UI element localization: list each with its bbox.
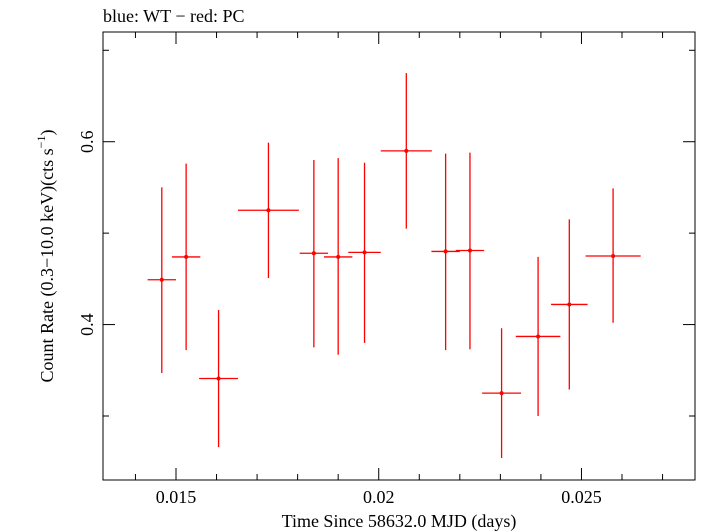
point-marker	[443, 249, 448, 254]
point-marker	[611, 254, 616, 258]
data-point	[323, 158, 353, 355]
y-axis-label: Count Rate (0.3−10.0 keV)(cts s−1)	[34, 130, 58, 383]
point-marker	[311, 251, 316, 256]
data-point	[299, 160, 329, 348]
data-point	[515, 256, 561, 416]
point-marker	[536, 334, 541, 339]
data-point	[147, 187, 176, 374]
y-tick-label: 0.6	[77, 130, 97, 153]
point-marker	[404, 148, 409, 153]
y-axis-label-sup: −1	[34, 136, 48, 149]
point-marker	[567, 302, 572, 307]
y-axis-ticks	[103, 49, 695, 417]
point-marker	[159, 277, 164, 282]
y-axis-label-end: )	[37, 130, 58, 136]
point-marker	[336, 254, 341, 259]
data-point	[199, 309, 239, 448]
x-tick-label: 0.015	[156, 487, 197, 507]
x-tick-label: 0.025	[561, 487, 602, 507]
x-axis-tick-labels: 0.015 0.02 0.025	[156, 487, 602, 507]
data-point	[585, 188, 641, 323]
point-marker	[216, 376, 221, 381]
data-point	[431, 153, 460, 351]
plot-frame	[102, 31, 696, 481]
x-axis-label: Time Since 58632.0 MJD (days)	[282, 511, 517, 532]
data-point	[348, 162, 381, 343]
point-marker	[499, 391, 504, 396]
data-point	[551, 219, 588, 390]
data-point	[238, 142, 299, 278]
data-point	[455, 152, 485, 350]
chart-title: blue: WT − red: PC	[103, 6, 244, 26]
data-point	[171, 163, 201, 351]
y-tick-label: 0.4	[77, 313, 97, 336]
point-marker	[362, 250, 367, 255]
data-points	[147, 73, 641, 459]
point-marker	[266, 208, 271, 213]
data-point	[482, 328, 522, 459]
point-marker	[467, 248, 472, 253]
y-axis-label-main: Count Rate (0.3−10.0 keV)(cts s	[37, 148, 58, 382]
x-axis-ticks	[134, 32, 664, 480]
data-point	[380, 73, 432, 229]
point-marker	[184, 254, 189, 259]
y-axis-tick-labels: 0.4 0.6	[77, 130, 97, 335]
x-tick-label: 0.02	[363, 487, 395, 507]
